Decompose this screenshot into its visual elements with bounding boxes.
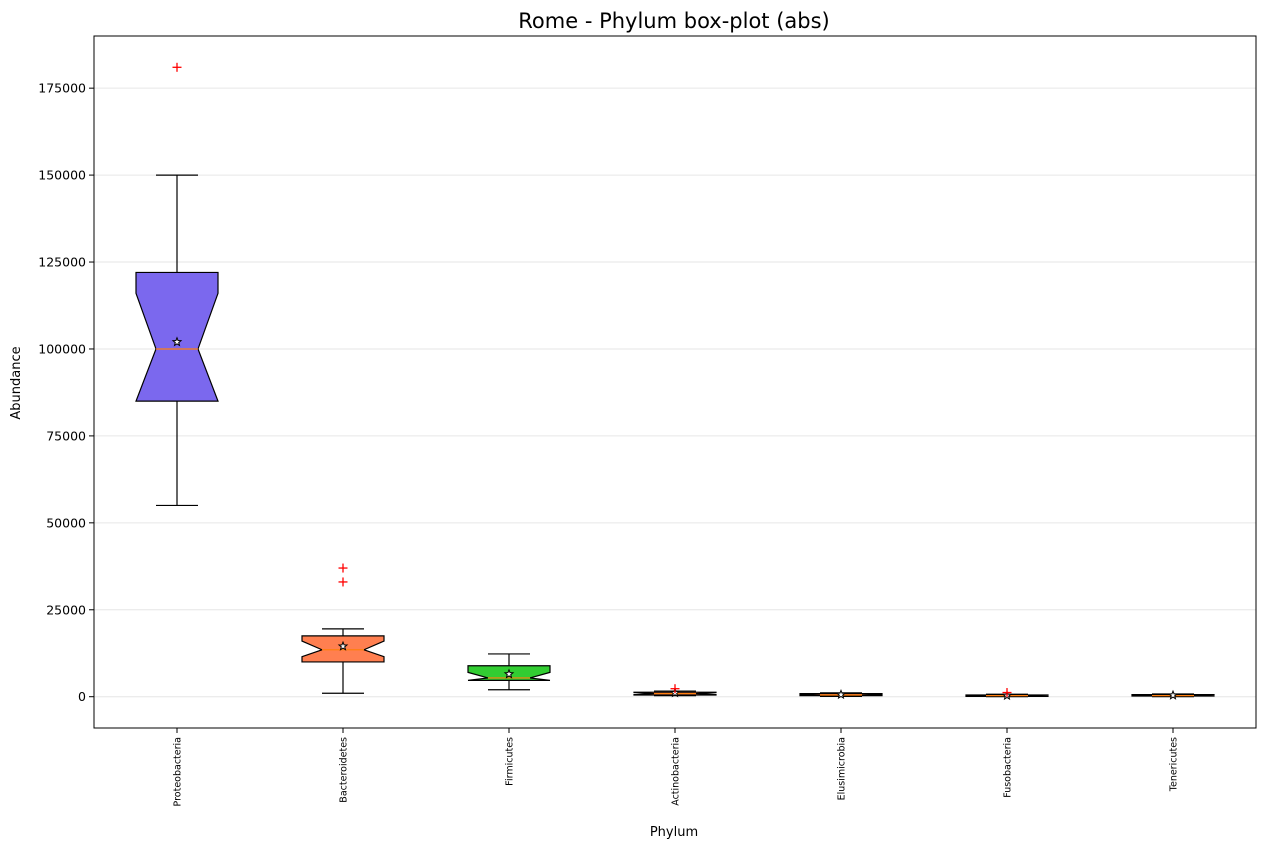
plot-frame (93, 35, 1257, 729)
y-axis-label: Abundance (9, 346, 24, 419)
box-actinobacteria (633, 684, 717, 698)
box-bacteroidetes (301, 563, 385, 694)
x-tick-label: Firmicutes (505, 737, 516, 786)
mean-marker (1167, 689, 1179, 700)
x-ticks: Proteobacteria Bacteroidetes Firmicutes Act… (173, 728, 1180, 806)
x-axis-label: Phylum (650, 825, 698, 840)
grid-lines (94, 87, 1256, 698)
chart-title: Rome - Phylum box-plot (abs) (518, 9, 829, 33)
mean-marker (835, 689, 847, 700)
y-tick-label: 100000 (38, 341, 86, 356)
x-tick-label: Actinobacteria (671, 737, 682, 806)
box-body (301, 635, 385, 663)
box-fusobacteria (965, 688, 1049, 701)
boxes (135, 62, 1215, 701)
mean-marker (337, 640, 349, 651)
x-tick-label: Fusobacteria (1003, 737, 1014, 798)
y-tick-label: 125000 (38, 255, 86, 270)
box-elusimicrobia (799, 689, 883, 700)
x-tick-label: Bacteroidetes (339, 737, 350, 803)
y-tick-label: 150000 (38, 168, 86, 183)
mean-marker (503, 668, 515, 679)
y-ticks: 0 25000 50000 75000 100000 125000 150000 175000 (38, 81, 94, 704)
y-tick-label: 50000 (46, 515, 86, 530)
y-tick-label: 0 (78, 689, 86, 704)
y-tick-label: 75000 (46, 428, 86, 443)
box-proteobacteria (135, 62, 219, 507)
y-tick-label: 175000 (38, 81, 86, 96)
mean-marker (171, 336, 183, 347)
x-tick-label: Elusimicrobia (837, 737, 848, 800)
x-tick-label: Proteobacteria (173, 737, 184, 806)
x-tick-label: Tenericutes (1169, 737, 1180, 792)
y-tick-label: 25000 (46, 602, 86, 617)
box-tenericutes (1131, 689, 1215, 700)
box-firmicutes (467, 653, 551, 691)
